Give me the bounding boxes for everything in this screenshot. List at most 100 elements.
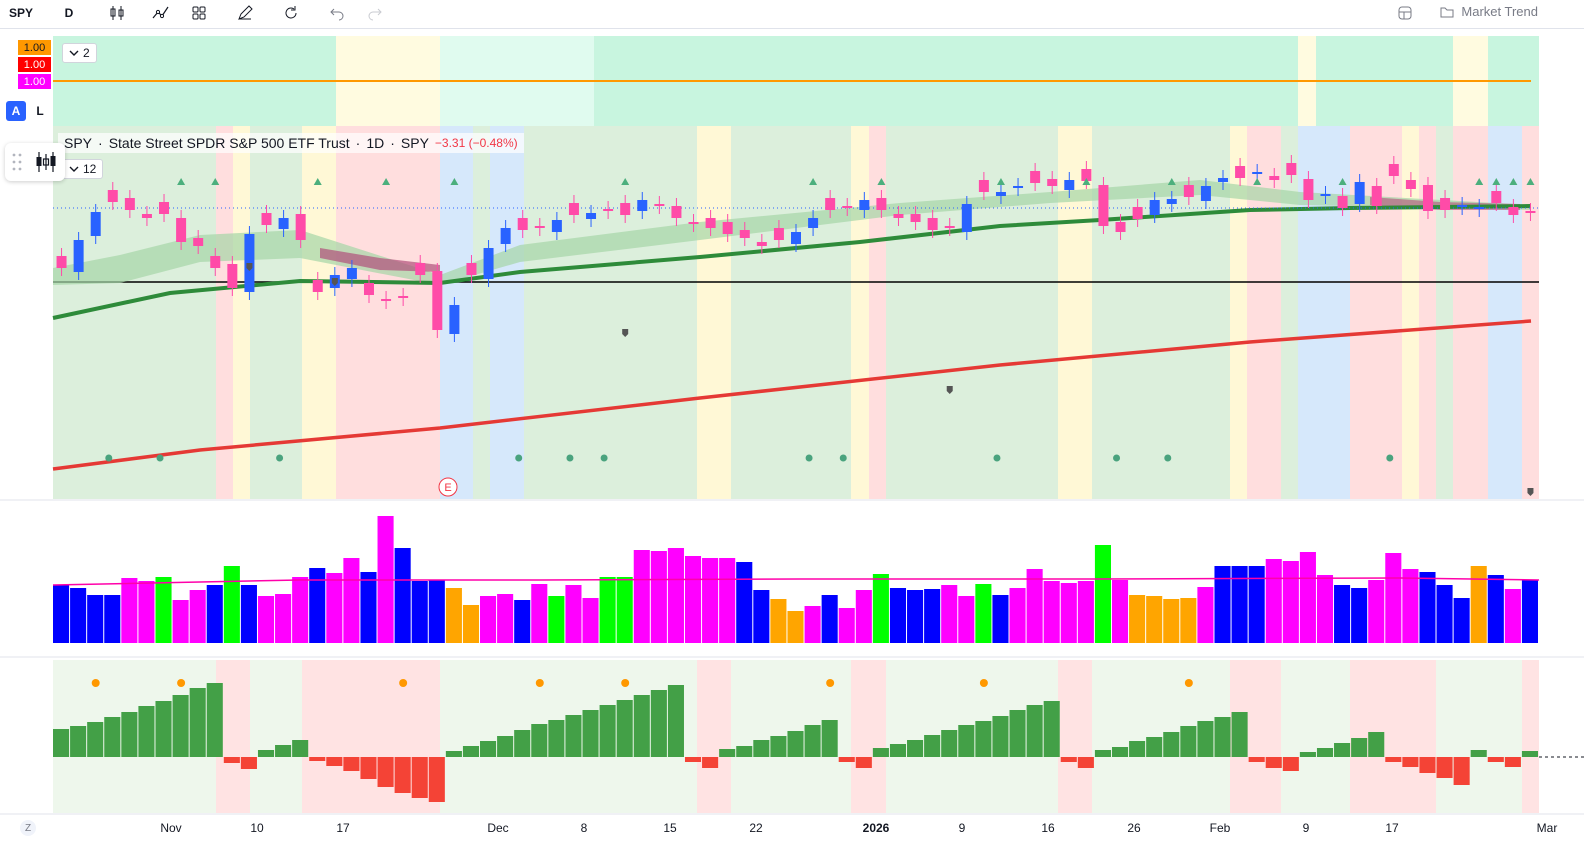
candle-body — [483, 248, 494, 279]
oscillator-bar — [1402, 757, 1419, 767]
volume-bar — [1231, 566, 1248, 643]
main-pane-band — [697, 126, 731, 499]
signal-marker — [1527, 488, 1534, 496]
oscillator-bar — [1077, 757, 1094, 768]
candle-body — [893, 214, 904, 218]
z-button[interactable]: Z — [20, 820, 36, 836]
oscillator-bar — [531, 724, 548, 757]
indicators-icon[interactable] — [150, 2, 172, 24]
main-pane-collapse-button[interactable]: 12 — [62, 159, 104, 179]
candle-body — [73, 240, 84, 272]
candle-body — [466, 263, 477, 275]
log-scale-button[interactable]: L — [30, 101, 50, 121]
chart-drag-widget[interactable] — [5, 143, 65, 181]
interval-button[interactable]: D — [64, 6, 74, 20]
candle-body — [1218, 178, 1229, 182]
volume-bar — [975, 584, 992, 643]
market-trend-button[interactable]: Market Trend — [1439, 4, 1538, 19]
oscillator-bar — [941, 730, 958, 757]
volume-bar — [1009, 588, 1026, 643]
main-pane-band — [524, 126, 697, 499]
signal-dot — [1113, 454, 1121, 462]
volume-bar — [872, 574, 889, 643]
chart-canvas[interactable]: E — [0, 28, 1584, 854]
volume-bar — [497, 594, 514, 643]
candle-body — [398, 296, 409, 298]
oscillator-bar — [70, 726, 87, 757]
main-pane-band — [1230, 126, 1247, 499]
drawing-icon[interactable] — [234, 2, 256, 24]
templates-icon[interactable] — [188, 2, 210, 24]
oscillator-band — [1436, 660, 1522, 813]
redo-icon[interactable] — [364, 2, 386, 24]
volume-bar — [804, 606, 821, 643]
volume-bar — [1351, 588, 1368, 643]
candle-body — [159, 202, 170, 214]
layout-icon[interactable] — [1394, 2, 1416, 24]
candle-body — [1337, 196, 1348, 208]
volume-bar — [958, 596, 975, 643]
symbol-legend[interactable]: SPY · State Street SPDR S&P 500 ETF Trus… — [58, 133, 524, 153]
drag-handle-icon[interactable] — [11, 152, 23, 172]
volume-bar — [1334, 585, 1351, 643]
volume-bar — [1282, 561, 1299, 643]
collapse-count: 12 — [83, 162, 97, 176]
signal-triangle — [621, 178, 630, 185]
undo-icon[interactable] — [326, 2, 348, 24]
volume-bar — [1163, 599, 1180, 643]
time-label: Nov — [160, 821, 182, 835]
signal-triangle — [211, 178, 220, 185]
volume-bar — [650, 551, 667, 643]
oscillator-dot — [177, 679, 186, 687]
bar-style-icon[interactable] — [106, 2, 128, 24]
candle-body — [791, 232, 801, 244]
candle-body — [124, 198, 135, 210]
volume-bar — [1402, 569, 1419, 643]
candle-body — [995, 192, 1006, 196]
candle-body — [141, 214, 152, 218]
oscillator-bar — [889, 744, 907, 757]
candle-body — [1440, 198, 1451, 210]
oscillator-bar — [1436, 757, 1453, 778]
oscillator-bar — [1129, 741, 1146, 757]
volume-bar — [924, 589, 941, 643]
oscillator-bar — [855, 757, 872, 768]
volume-bar — [838, 608, 855, 643]
signal-triangle — [1167, 178, 1176, 185]
top-pane-collapse-button[interactable]: 2 — [62, 43, 97, 63]
oscillator-bar — [223, 757, 240, 763]
oscillator-bar — [1351, 738, 1368, 757]
ma-fast-line — [52, 204, 1532, 320]
oscillator-dot — [535, 679, 544, 687]
candle-body — [1047, 179, 1058, 186]
candle-body — [637, 200, 648, 211]
oscillator-bar — [257, 750, 275, 757]
candle-body — [1491, 191, 1502, 203]
oscillator-bar — [1265, 757, 1282, 768]
auto-scale-button[interactable]: A — [6, 101, 26, 121]
volume-bar — [480, 596, 497, 643]
candle-body — [500, 228, 511, 244]
candle-body — [808, 218, 819, 228]
signal-triangle — [996, 178, 1005, 185]
oscillator-bar — [924, 735, 941, 757]
candle-body — [1183, 185, 1194, 197]
volume-bar — [1521, 580, 1538, 643]
oscillator-bar — [582, 710, 599, 757]
symbol-search-button[interactable]: SPY — [8, 6, 33, 20]
volume-bar — [1385, 553, 1402, 643]
oscillator-bar — [1111, 747, 1129, 757]
candle-body — [722, 222, 733, 234]
volume-bar — [53, 585, 70, 643]
oscillator-bar — [138, 706, 155, 757]
replay-icon[interactable] — [280, 2, 302, 24]
volume-bar — [548, 596, 565, 643]
oscillator-bar — [958, 725, 975, 757]
ma-slow-line — [52, 319, 1532, 471]
volume-bar — [753, 590, 770, 643]
oscillator-bar — [650, 690, 667, 757]
volume-bar — [1043, 581, 1060, 643]
volume-bar — [1214, 566, 1231, 643]
candle-body — [603, 209, 614, 211]
signal-marker — [331, 278, 338, 286]
